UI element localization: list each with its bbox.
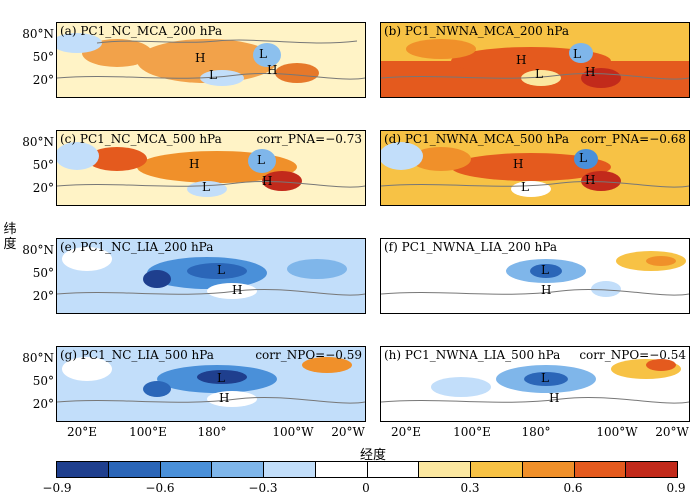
x-axis-label: 经度 [360,448,387,463]
panel-h-title: (h) PC1_NWNA_LIA_500 hPa [384,348,561,362]
lat-label-20: 20° [32,73,54,87]
high-marker: H [585,65,596,79]
map-e-svg [57,239,365,313]
lat-label-20: 20° [32,181,54,195]
colorbar-bin [160,462,213,477]
lon-label-100e: 100°E [129,425,167,439]
colorbar-tick: 0 [362,481,370,495]
lat-label-80: 80°N [22,243,54,257]
colorbar-tick: 0.6 [563,481,583,495]
colorbar-tick: 0.9 [666,481,686,495]
low-marker: L [202,180,210,194]
high-marker: H [189,157,200,171]
map-panel-b: (b) PC1_NWNA_MCA_200 hPa H L L H [380,22,690,98]
panel-g-title: (g) PC1_NC_LIA_500 hPa [60,348,214,362]
colorbar-bin [419,462,471,477]
lat-label-20: 20° [32,397,54,411]
low-marker: L [259,47,267,61]
map-panel-a: (a) PC1_NC_MCA_200 hPa H L L H [56,22,366,98]
lon-label-180: 180° [521,425,551,439]
colorbar-bin [574,462,627,477]
panel-e-title: (e) PC1_NC_LIA_200 hPa [60,240,214,254]
panel-c-corr: corr_PNA=−0.73 [256,132,363,146]
panel-c-title: (c) PC1_NC_MCA_500 hPa [60,132,222,146]
panel-d-corr: corr_PNA=−0.68 [580,132,687,146]
map-panel-f: (f) PC1_NWNA_LIA_200 hPa L H [380,238,690,314]
colorbar-bin [471,462,523,477]
colorbar-tick: −0.9 [42,481,72,495]
map-g-svg [57,347,365,421]
map-panel-e: (e) PC1_NC_LIA_200 hPa L H [56,238,366,314]
low-marker: L [541,263,549,277]
colorbar-bin [315,462,368,477]
colorbar-bin [57,462,109,477]
map-a-svg [57,23,365,97]
lon-label-20w: 20°W [331,425,365,439]
low-marker: L [217,263,225,277]
colorbar-tick: 0.3 [460,481,480,495]
lat-label-80: 80°N [22,351,54,365]
low-marker: L [579,151,587,165]
map-f-svg [381,239,689,313]
lat-label-50: 50° [32,266,54,280]
low-marker: L [535,67,543,81]
lat-label-20: 20° [32,289,54,303]
y-axis-label: 纬度 [3,222,17,252]
lon-label-20e: 20°E [66,425,98,439]
panel-f-title: (f) PC1_NWNA_LIA_200 hPa [384,240,558,254]
lat-label-50: 50° [32,374,54,388]
panel-d-title: (d) PC1_NWNA_MCA_500 hPa [384,132,570,146]
low-marker: L [573,47,581,61]
colorbar-bin [264,462,316,477]
colorbar-bin [367,462,420,477]
lat-label-50: 50° [32,158,54,172]
low-marker: L [209,68,217,82]
panel-b-title: (b) PC1_NWNA_MCA_200 hPa [384,24,570,38]
colorbar-bin [522,462,575,477]
low-marker: L [217,371,225,385]
map-b-svg [381,23,689,97]
high-marker: H [541,283,552,297]
colorbar-tick: −0.3 [248,481,278,495]
map-h-svg [381,347,689,421]
high-marker: H [195,51,206,65]
map-panel-g: (g) PC1_NC_LIA_500 hPa corr_NPO=−0.59 L … [56,346,366,422]
colorbar [56,461,678,478]
panel-h-corr: corr_NPO=−0.54 [579,348,686,362]
lat-label-80: 80°N [22,27,54,41]
high-marker: H [232,283,243,297]
map-panel-c: (c) PC1_NC_MCA_500 hPa corr_PNA=−0.73 H … [56,130,366,206]
lon-label-20e: 20°E [390,425,422,439]
high-marker: H [262,174,273,188]
colorbar-tick: −0.6 [145,481,175,495]
panel-a-title: (a) PC1_NC_MCA_200 hPa [60,24,223,38]
map-d-svg [381,131,689,205]
map-c-svg [57,131,365,205]
colorbar-bin [626,462,677,477]
low-marker: L [257,153,265,167]
colorbar-bin [212,462,264,477]
panel-g-corr: corr_NPO=−0.59 [255,348,362,362]
lon-label-180: 180° [197,425,227,439]
high-marker: H [513,157,524,171]
lat-label-80: 80°N [22,135,54,149]
map-panel-d: (d) PC1_NWNA_MCA_500 hPa corr_PNA=−0.68 … [380,130,690,206]
high-marker: H [585,173,596,187]
high-marker: H [516,53,527,67]
lon-label-100e: 100°E [453,425,491,439]
lon-label-20w: 20°W [655,425,689,439]
low-marker: L [541,371,549,385]
lat-label-50: 50° [32,50,54,64]
lon-label-100w: 100°W [596,425,638,439]
high-marker: H [267,63,278,77]
high-marker: H [549,391,560,405]
high-marker: H [219,391,230,405]
low-marker: L [521,180,529,194]
lon-label-100w: 100°W [272,425,314,439]
colorbar-bin [108,462,161,477]
map-panel-h: (h) PC1_NWNA_LIA_500 hPa corr_NPO=−0.54 … [380,346,690,422]
